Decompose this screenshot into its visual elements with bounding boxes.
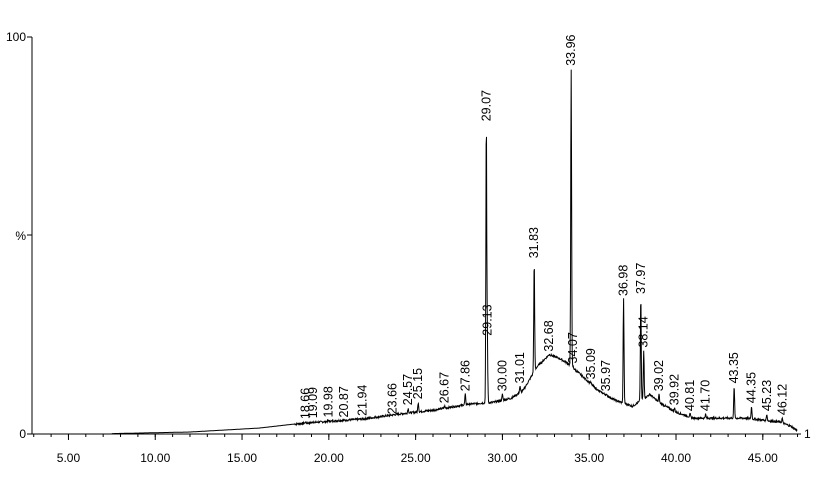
peak-label: 20.87 — [337, 386, 351, 417]
x-tick-label: 30.00 — [487, 451, 517, 465]
x-tick-label: 35.00 — [574, 451, 604, 465]
peak-label: 33.96 — [564, 34, 578, 65]
peak-label: 36.98 — [617, 265, 631, 296]
x-tick-label: 5.00 — [57, 451, 81, 465]
peak-label: 40.81 — [683, 380, 697, 411]
peak-label: 44.35 — [745, 372, 759, 403]
y-tick-label-100: 100 — [6, 30, 26, 44]
peak-label: 19.98 — [322, 386, 336, 417]
peak-label: 35.09 — [584, 348, 598, 379]
peak-label: 37.97 — [634, 263, 648, 294]
x-tick-label: 15.00 — [227, 451, 257, 465]
x-tick-label: 20.00 — [314, 451, 344, 465]
peak-label: 30.00 — [495, 360, 509, 391]
peak-label: 45.23 — [760, 380, 774, 411]
peak-label: 31.83 — [527, 227, 541, 258]
peak-label: 29.07 — [479, 90, 493, 121]
peak-label: 18.66 — [299, 388, 313, 419]
x-tick-label: 45.00 — [748, 451, 778, 465]
x-tick-labels: 5.00 10.00 15.00 20.00 25.00 30.00 35.00 40.00 4… — [57, 451, 778, 465]
corner-label: 1 — [804, 427, 811, 441]
peak-label: 31.01 — [513, 352, 527, 383]
peak-label: 35.97 — [599, 360, 613, 391]
x-tick-label: 25.00 — [401, 451, 431, 465]
peak-label: 39.02 — [652, 360, 666, 391]
peak-label: 32.68 — [542, 320, 556, 351]
y-axis-unit-label: % — [15, 229, 26, 243]
peak-label: 27.86 — [458, 360, 472, 391]
peak-label: 39.92 — [668, 374, 682, 405]
peak-label: 24.57 — [401, 374, 415, 405]
peak-label: 46.12 — [775, 384, 789, 415]
peak-label: 21.94 — [356, 385, 370, 416]
peak-label: 38.14 — [637, 316, 651, 347]
y-tick-label-0: 0 — [19, 427, 26, 441]
y-ticks: 100 % 0 — [6, 30, 32, 441]
peak-label: 25.15 — [411, 368, 425, 399]
peak-label: 19.09 — [306, 387, 320, 418]
chromatogram-trace — [42, 69, 798, 435]
peak-label: 43.35 — [727, 352, 741, 383]
x-major-ticks — [67, 434, 764, 440]
peak-label: 26.67 — [438, 372, 452, 403]
peak-label: 41.70 — [699, 380, 713, 411]
peak-label: 29.13 — [480, 304, 494, 335]
x-tick-label: 40.00 — [661, 451, 691, 465]
x-tick-label: 10.00 — [140, 451, 170, 465]
peak-label: 34.07 — [566, 332, 580, 363]
peak-label: 23.66 — [385, 383, 399, 414]
